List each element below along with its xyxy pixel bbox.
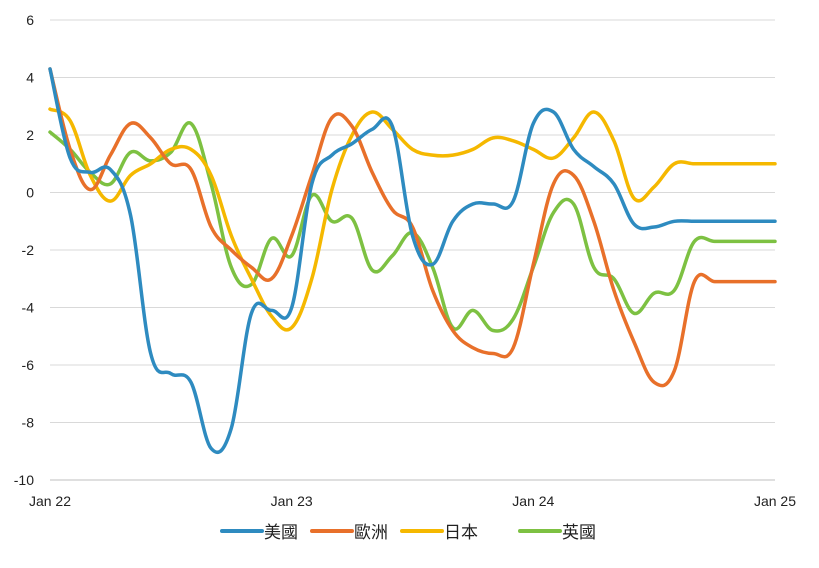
series-line-2 — [48, 107, 777, 332]
series-line-1 — [48, 67, 777, 388]
legend-label: 日本 — [444, 523, 478, 542]
series-lines — [48, 67, 777, 454]
y-tick-label: 2 — [26, 127, 34, 143]
legend-label: 歐洲 — [354, 523, 388, 542]
y-tick-label: 4 — [26, 70, 34, 86]
x-tick-label: Jan 22 — [29, 493, 71, 509]
x-tick-label: Jan 24 — [512, 493, 554, 509]
y-tick-label: -10 — [14, 472, 34, 488]
gridlines — [50, 19, 775, 481]
x-tick-label: Jan 25 — [754, 493, 796, 509]
x-axis-ticks: Jan 22 Jan 23 Jan 24 Jan 25 — [29, 493, 796, 509]
x-tick-label: Jan 23 — [271, 493, 313, 509]
y-tick-label: 6 — [26, 12, 34, 28]
y-tick-label: -6 — [22, 357, 35, 373]
legend-label: 英國 — [562, 523, 596, 542]
y-tick-label: -2 — [22, 242, 35, 258]
y-tick-label: -4 — [22, 300, 35, 316]
legend-label: 美國 — [264, 523, 298, 542]
series-line-0 — [48, 67, 777, 454]
legend: 美國 歐洲 日本 英國 — [220, 523, 596, 542]
y-tick-label: 0 — [26, 185, 34, 201]
y-axis-ticks: 6 4 2 0 -2 -4 -6 -8 -10 — [14, 12, 34, 488]
y-tick-label: -8 — [22, 415, 35, 431]
